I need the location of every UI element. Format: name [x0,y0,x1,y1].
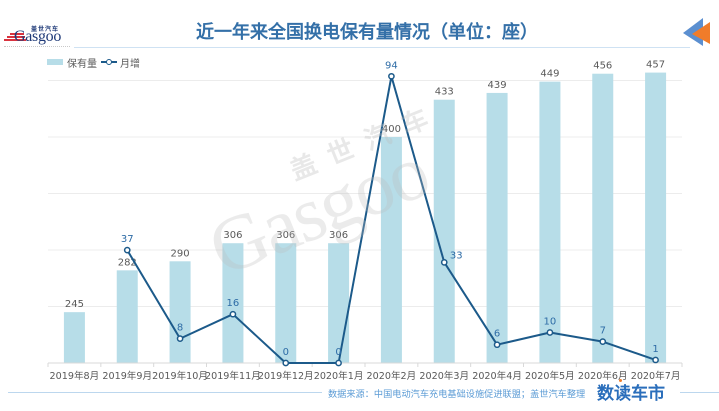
line-marker[interactable] [546,329,554,336]
footer-divider-left [8,392,322,393]
line-value-label: 0 [283,347,289,358]
line-marker-swatch-icon [101,58,117,66]
line-marker[interactable] [440,259,448,266]
bar-value-label: 306 [223,230,242,241]
line-marker[interactable] [335,359,342,367]
footer-divider-right [680,392,719,393]
line-marker[interactable] [493,341,501,349]
line-value-label: 16 [227,298,240,309]
line-marker[interactable] [652,356,659,364]
line-value-label: 1 [652,344,658,355]
brand-dot-icon [619,379,622,382]
legend-label: 月增 [120,58,140,70]
brand-logo-text: 数读车市 [597,384,665,404]
bar-value-label: 457 [646,60,665,71]
logo-stripes-icon [4,33,26,43]
bar-value-label: 306 [329,230,348,241]
x-axis-label: 2020年4月 [472,370,522,382]
legend-item-stock[interactable]: 保有量 [47,55,97,70]
bar-value-label: 290 [171,248,190,259]
line-value-label: 37 [121,234,134,245]
x-axis-label: 2020年7月 [631,370,681,382]
bar-value-label: 449 [540,69,559,80]
bar-series-stock [63,72,667,364]
x-axis-label: 2020年6月 [578,370,628,382]
x-axis-label: 2020年2月 [367,370,417,382]
bar-value-label: 456 [593,61,612,72]
gridlines [48,80,682,307]
bar-value-label: 306 [276,230,295,241]
x-axis-label: 2020年1月 [314,370,364,382]
line-value-label: 6 [494,329,500,340]
line-marker[interactable] [599,338,607,345]
logo-cn-text: 盖世汽车 [31,26,60,33]
data-source-note: 数据来源：中国电动汽车充电基础设施促进联盟；盖世汽车整理 [328,389,586,400]
bar-2020年1月[interactable] [328,243,350,363]
bar-data-labels: 245 282 290 306 306 306 400 433 439 449 456 457 [65,60,665,311]
line-value-label: 10 [544,317,557,328]
bar-swatch-icon [47,59,63,65]
x-axis-label: 2019年10月 [152,370,208,382]
bar-value-label: 439 [488,80,507,91]
header-divider [74,47,690,48]
bar-2020年4月[interactable] [486,92,508,364]
line-value-label: 33 [450,250,463,261]
x-axis-label: 2019年8月 [50,370,100,382]
bar-2020年5月[interactable] [539,81,561,363]
line-marker[interactable] [123,246,131,254]
line-marker[interactable] [176,335,184,342]
bar-value-label: 282 [118,257,137,268]
line-value-label: 94 [385,60,398,71]
line-value-label: 8 [177,323,183,334]
line-series-monthly-increase [123,72,659,367]
line-marker[interactable] [388,72,395,80]
x-axis-label: 2019年12月 [258,370,314,382]
legend-item-monthly-increase[interactable]: 月增 [101,55,140,70]
bar-2020年7月[interactable] [645,72,667,363]
gasgoo-logo: 盖世汽车 Gasgoo [4,22,74,52]
chart-title: 近一年来全国换电保有量情况（单位：座） [196,22,538,43]
logo-tagline [4,46,70,48]
bar-2019年12月[interactable] [275,243,297,363]
bar-2020年6月[interactable] [592,73,614,363]
bar-value-label: 400 [382,124,401,135]
x-axis-label: 2020年3月 [419,370,469,382]
line-value-label: 7 [600,326,606,337]
line-value-label: 0 [335,347,341,358]
bar-2019年10月[interactable] [169,261,191,363]
bar-2019年11月[interactable] [222,243,244,363]
bar-2019年9月[interactable] [116,270,138,363]
bar-2020年3月[interactable] [433,99,455,364]
double-left-arrow-icon[interactable] [680,16,716,50]
logo-en-text: Gasgoo [14,28,62,45]
bar-value-label: 433 [435,87,454,98]
line-data-labels: 37 8 16 0 0 94 33 6 10 7 1 [121,60,659,358]
legend-label: 保有量 [67,58,97,70]
x-axis-label: 2019年11月 [205,370,261,382]
bar-2020年2月[interactable] [380,137,402,363]
bar-2019年8月[interactable] [63,312,85,363]
line-marker[interactable] [229,310,237,318]
x-axis-label: 2020年5月 [525,370,575,382]
bar-value-label: 245 [65,299,84,310]
x-axis-label: 2019年9月 [102,370,152,382]
line-marker[interactable] [282,359,290,367]
chart-legend: 保有量 月增 [47,55,144,70]
